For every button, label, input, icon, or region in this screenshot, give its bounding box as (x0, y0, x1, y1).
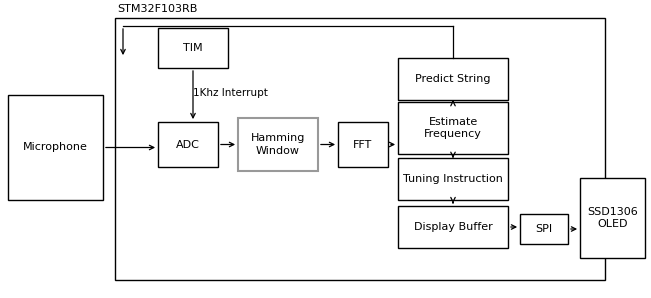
Text: TIM: TIM (183, 43, 203, 53)
Bar (158, 28, 228, 68)
Text: ADC: ADC (176, 139, 200, 150)
Bar (158, 122, 218, 167)
Text: Predict String: Predict String (415, 74, 491, 84)
Text: SSD1306
OLED: SSD1306 OLED (587, 207, 638, 229)
Text: SPI: SPI (535, 224, 553, 234)
Bar (398, 102, 508, 154)
Bar (580, 178, 645, 258)
Text: Microphone: Microphone (23, 142, 88, 153)
Text: 1Khz Interrupt: 1Khz Interrupt (193, 88, 268, 98)
Text: STM32F103RB: STM32F103RB (117, 4, 197, 14)
Text: Display Buffer: Display Buffer (413, 222, 492, 232)
Text: FFT: FFT (353, 139, 372, 150)
Bar (238, 118, 318, 171)
Bar (398, 158, 508, 200)
Text: Tuning Instruction: Tuning Instruction (403, 174, 503, 184)
Bar (398, 58, 508, 100)
Text: Hamming
Window: Hamming Window (251, 133, 305, 156)
Bar (520, 214, 568, 244)
Bar (8, 95, 103, 200)
Bar (338, 122, 388, 167)
Bar (115, 18, 605, 280)
Text: Estimate
Frequency: Estimate Frequency (424, 117, 482, 139)
Bar (398, 206, 508, 248)
